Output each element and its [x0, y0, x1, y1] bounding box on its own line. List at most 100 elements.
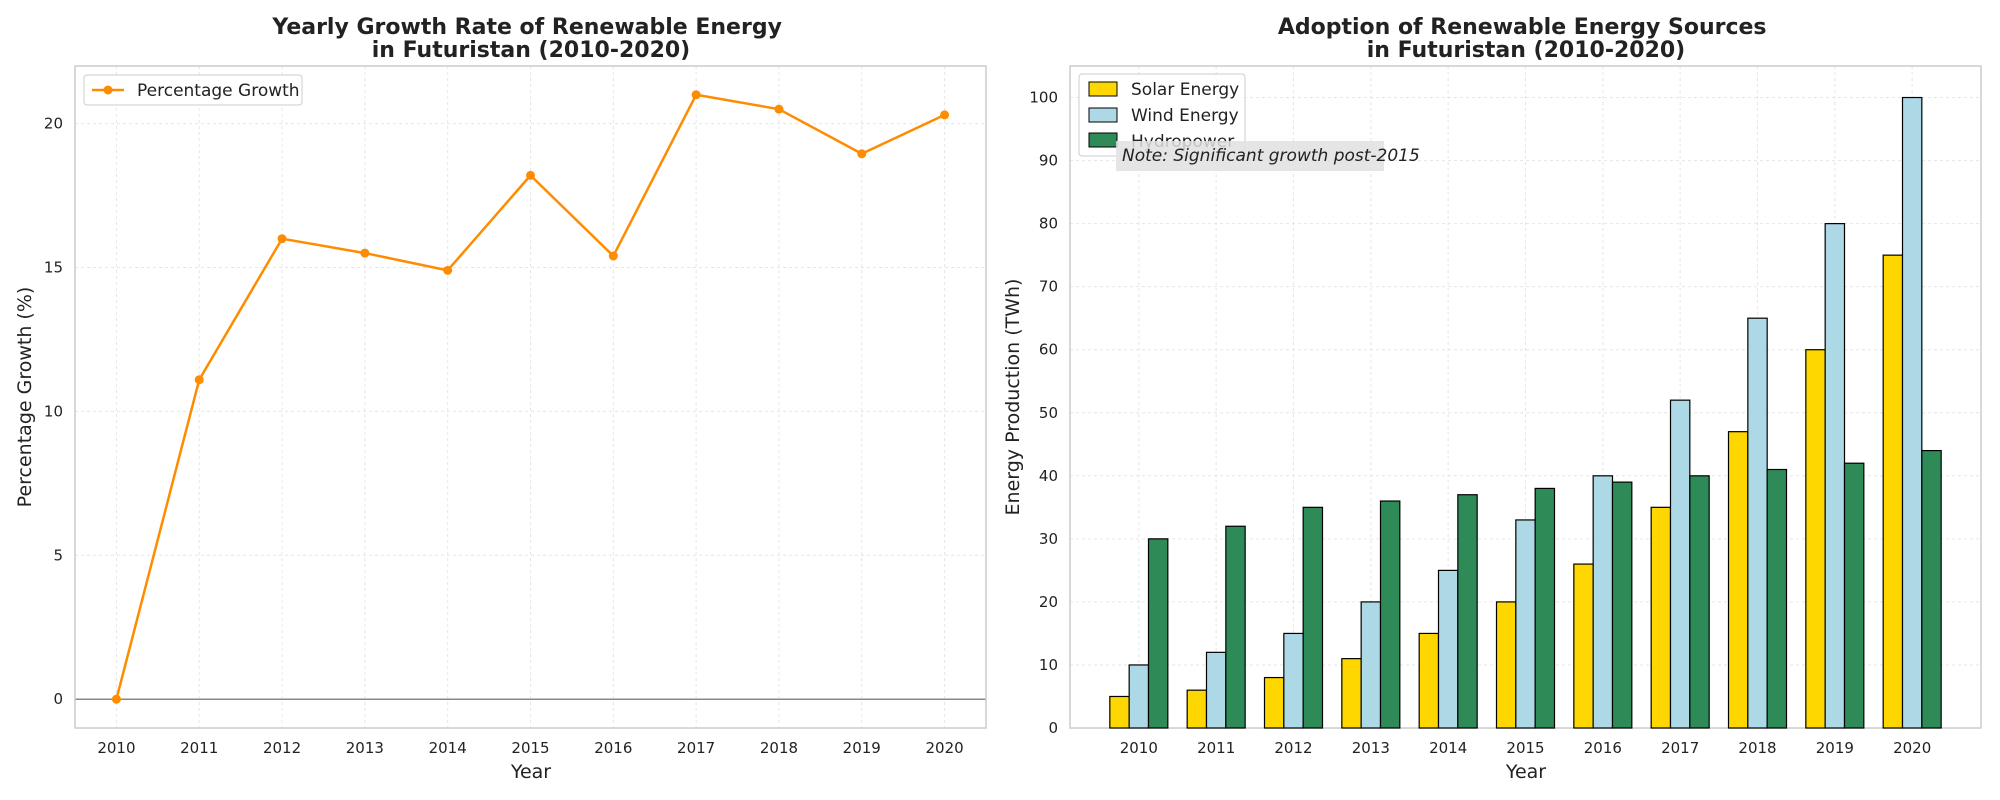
line-chart-data-point [774, 104, 784, 114]
line-chart-data-point [277, 234, 287, 244]
bar-solar [1573, 563, 1594, 729]
bar-solar [1186, 689, 1208, 729]
bar-chart-x-tick-label: 2017 [1661, 739, 1699, 757]
bar-solar [1882, 254, 1904, 729]
line-chart-x-tick-label: 2018 [760, 739, 798, 757]
line-chart-title-line-1: Yearly Growth Rate of Renewable Energy [271, 15, 782, 40]
line-chart-y-tick-label: 0 [53, 690, 63, 708]
bar-chart-y-ticks: 0 10 20 30 40 50 60 70 80 90 100 [1029, 89, 1058, 737]
bar-chart-y-tick-label: 50 [1039, 404, 1058, 422]
bar-wind [1360, 601, 1382, 729]
bar-chart-y-tick-label: 0 [1048, 719, 1058, 737]
line-chart-data-point [691, 90, 701, 100]
bar-solar [1727, 431, 1749, 729]
line-chart-x-tick-label: 2013 [346, 739, 384, 757]
line-chart-data-point [857, 149, 867, 159]
annotation-text: Note: Significant growth post-2015 [1122, 146, 1420, 166]
bar-chart-y-tick-label: 70 [1039, 278, 1058, 296]
bar-chart-panel: Adoption of Renewable Energy Sources in … [1002, 15, 1982, 783]
bar-chart-y-tick-label: 40 [1039, 467, 1058, 485]
line-chart-y-ticks: 0 5 10 15 20 [44, 115, 63, 709]
bar-hydro [1302, 506, 1324, 729]
line-chart-data-point [608, 251, 618, 261]
legend-swatch-hydro [1088, 132, 1118, 148]
bar-chart-title: Adoption of Renewable Energy Sources in … [1278, 15, 1774, 63]
bar-wind [1669, 399, 1691, 729]
line-chart-data-point [194, 375, 204, 385]
line-chart-y-axis-label: Percentage Growth (%) [14, 287, 36, 508]
bar-solar [1495, 601, 1517, 729]
bar-chart-x-tick-label: 2014 [1429, 739, 1467, 757]
line-chart-x-tick-label: 2015 [511, 739, 549, 757]
bar-hydro [1225, 525, 1246, 729]
bar-chart-x-tick-label: 2011 [1197, 739, 1235, 757]
bar-chart-y-tick-label: 10 [1039, 656, 1058, 674]
line-chart-x-tick-label: 2011 [180, 739, 218, 757]
bar-hydro [1766, 468, 1788, 729]
bar-chart-x-axis-label: Year [1505, 761, 1546, 783]
bar-solar [1109, 695, 1130, 729]
line-chart-data-point [360, 248, 370, 258]
bar-hydro [1147, 538, 1169, 729]
bar-chart-x-ticks: 2010 2011 2012 2013 2014 2015 2016 2017 2018 2019… [1120, 739, 1932, 757]
line-chart-panel: Yearly Growth Rate of Renewable Energy i… [14, 15, 987, 783]
bar-chart-bars [1109, 96, 1942, 729]
line-chart-x-tick-label: 2014 [429, 739, 467, 757]
legend-label-solar: Solar Energy [1131, 80, 1239, 100]
bar-solar [1263, 676, 1285, 729]
line-chart-data-point [940, 110, 950, 120]
line-chart-x-tick-label: 2017 [677, 739, 715, 757]
bar-hydro [1689, 475, 1710, 729]
bar-solar [1805, 349, 1826, 729]
line-chart-y-tick-label: 20 [44, 115, 63, 133]
bar-hydro [1611, 481, 1633, 729]
line-chart-series [111, 90, 950, 704]
bar-wind [1747, 317, 1768, 729]
bar-chart-y-axis-label: Energy Production (TWh) [1002, 279, 1024, 516]
bar-wind [1901, 96, 1923, 729]
bar-hydro [1457, 494, 1478, 729]
line-chart-x-ticks: 2010 2011 2012 2013 2014 2015 2016 2017 2018 2019… [97, 739, 963, 757]
line-chart-legend-marker [103, 85, 113, 95]
bar-wind [1592, 475, 1614, 729]
bar-chart-y-tick-label: 60 [1039, 341, 1058, 359]
line-chart-x-tick-label: 2012 [263, 739, 301, 757]
line-chart-data-point [443, 265, 453, 275]
bar-wind [1205, 651, 1227, 729]
bar-chart-x-tick-label: 2015 [1506, 739, 1544, 757]
line-chart-x-axis-label: Year [510, 761, 551, 783]
bar-wind [1283, 632, 1304, 729]
line-chart-title-line-2: in Futuristan (2010-2020) [372, 38, 691, 63]
bar-chart-x-tick-label: 2018 [1738, 739, 1776, 757]
line-chart-data-point [526, 170, 535, 180]
bar-chart-title-line-2: in Futuristan (2010-2020) [1367, 38, 1686, 63]
bar-chart-x-tick-label: 2019 [1816, 739, 1854, 757]
bar-chart-x-tick-label: 2010 [1120, 739, 1158, 757]
bar-solar [1418, 632, 1440, 729]
line-chart-y-tick-label: 10 [44, 402, 63, 420]
legend-swatch-solar [1088, 81, 1118, 97]
bar-wind [1128, 664, 1150, 729]
bar-chart-x-tick-label: 2020 [1893, 739, 1931, 757]
bar-chart-y-tick-label: 20 [1039, 593, 1058, 611]
bar-chart-y-tick-label: 100 [1029, 89, 1058, 107]
bar-chart-y-tick-label: 90 [1039, 152, 1058, 170]
bar-hydro [1921, 449, 1942, 729]
bar-hydro [1534, 487, 1556, 729]
line-chart-data-point [111, 694, 121, 704]
bar-solar [1341, 658, 1362, 729]
bar-hydro [1379, 500, 1401, 729]
bar-wind [1824, 223, 1846, 729]
bar-chart-x-tick-label: 2012 [1274, 739, 1312, 757]
line-chart-y-tick-label: 5 [53, 546, 63, 564]
line-chart-x-tick-label: 2016 [594, 739, 632, 757]
legend-label-wind: Wind Energy [1131, 106, 1239, 126]
bar-chart-annotation: Note: Significant growth post-2015 [1116, 141, 1420, 171]
bar-hydro [1843, 462, 1865, 729]
bar-chart-x-tick-label: 2016 [1584, 739, 1622, 757]
bar-wind [1515, 519, 1536, 729]
line-chart-legend-label: Percentage Growth [137, 81, 300, 101]
bar-chart-x-tick-label: 2013 [1352, 739, 1390, 757]
